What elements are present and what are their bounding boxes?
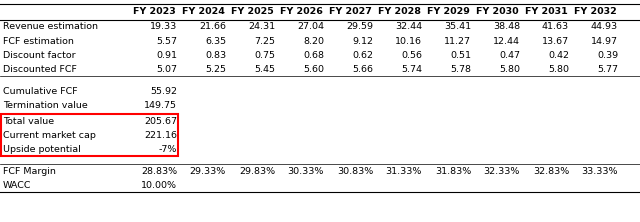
Text: FY 2026: FY 2026 <box>280 8 323 16</box>
Text: 149.75: 149.75 <box>144 101 177 109</box>
Text: 31.33%: 31.33% <box>386 166 422 176</box>
Text: 32.83%: 32.83% <box>532 166 569 176</box>
Text: 55.92: 55.92 <box>150 87 177 95</box>
Text: 8.20: 8.20 <box>303 36 324 46</box>
Text: Discounted FCF: Discounted FCF <box>3 65 77 73</box>
Text: 5.60: 5.60 <box>303 65 324 73</box>
Text: 0.51: 0.51 <box>450 50 471 59</box>
Text: FY 2028: FY 2028 <box>378 8 421 16</box>
Text: 29.83%: 29.83% <box>239 166 275 176</box>
Text: Cumulative FCF: Cumulative FCF <box>3 87 77 95</box>
Text: FCF estimation: FCF estimation <box>3 36 74 46</box>
Text: 29.59: 29.59 <box>346 22 373 32</box>
Text: Discount factor: Discount factor <box>3 50 76 59</box>
Text: FY 2024: FY 2024 <box>182 8 225 16</box>
Text: 0.56: 0.56 <box>401 50 422 59</box>
Text: 0.68: 0.68 <box>303 50 324 59</box>
Text: FY 2029: FY 2029 <box>427 8 470 16</box>
Text: 9.12: 9.12 <box>352 36 373 46</box>
Text: 5.66: 5.66 <box>352 65 373 73</box>
Text: 32.33%: 32.33% <box>484 166 520 176</box>
Text: 0.91: 0.91 <box>156 50 177 59</box>
Text: FY 2025: FY 2025 <box>231 8 274 16</box>
Text: Revenue estimation: Revenue estimation <box>3 22 98 32</box>
Text: 0.47: 0.47 <box>499 50 520 59</box>
Text: 44.93: 44.93 <box>591 22 618 32</box>
Text: 27.04: 27.04 <box>297 22 324 32</box>
Text: 21.66: 21.66 <box>199 22 226 32</box>
Text: 11.27: 11.27 <box>444 36 471 46</box>
Text: Total value: Total value <box>3 117 54 125</box>
Text: FCF Margin: FCF Margin <box>3 166 56 176</box>
Text: FY 2030: FY 2030 <box>476 8 519 16</box>
Text: 221.16: 221.16 <box>144 131 177 139</box>
Text: 0.75: 0.75 <box>254 50 275 59</box>
Text: 0.42: 0.42 <box>548 50 569 59</box>
Text: 30.33%: 30.33% <box>287 166 324 176</box>
Text: 5.78: 5.78 <box>450 65 471 73</box>
Bar <box>1 114 178 156</box>
Text: 0.39: 0.39 <box>597 50 618 59</box>
Text: 14.97: 14.97 <box>591 36 618 46</box>
Text: FY 2032: FY 2032 <box>574 8 617 16</box>
Text: 5.25: 5.25 <box>205 65 226 73</box>
Text: 29.33%: 29.33% <box>189 166 226 176</box>
Text: 32.44: 32.44 <box>395 22 422 32</box>
Text: FY 2023: FY 2023 <box>133 8 176 16</box>
Text: Termination value: Termination value <box>3 101 88 109</box>
Text: 41.63: 41.63 <box>542 22 569 32</box>
Text: Current market cap: Current market cap <box>3 131 96 139</box>
Text: Upside potential: Upside potential <box>3 145 81 153</box>
Text: -7%: -7% <box>159 145 177 153</box>
Text: 31.83%: 31.83% <box>435 166 471 176</box>
Text: 5.80: 5.80 <box>548 65 569 73</box>
Text: 12.44: 12.44 <box>493 36 520 46</box>
Text: 13.67: 13.67 <box>542 36 569 46</box>
Text: 10.00%: 10.00% <box>141 180 177 190</box>
Text: 6.35: 6.35 <box>205 36 226 46</box>
Text: 5.45: 5.45 <box>254 65 275 73</box>
Text: 10.16: 10.16 <box>395 36 422 46</box>
Text: 28.83%: 28.83% <box>141 166 177 176</box>
Text: 33.33%: 33.33% <box>582 166 618 176</box>
Text: 0.83: 0.83 <box>205 50 226 59</box>
Text: 24.31: 24.31 <box>248 22 275 32</box>
Text: 30.83%: 30.83% <box>337 166 373 176</box>
Text: 205.67: 205.67 <box>144 117 177 125</box>
Text: 5.57: 5.57 <box>156 36 177 46</box>
Text: FY 2031: FY 2031 <box>525 8 568 16</box>
Text: 5.74: 5.74 <box>401 65 422 73</box>
Text: 19.33: 19.33 <box>150 22 177 32</box>
Text: 35.41: 35.41 <box>444 22 471 32</box>
Text: 7.25: 7.25 <box>254 36 275 46</box>
Text: 5.07: 5.07 <box>156 65 177 73</box>
Text: 5.80: 5.80 <box>499 65 520 73</box>
Text: 5.77: 5.77 <box>597 65 618 73</box>
Text: 38.48: 38.48 <box>493 22 520 32</box>
Text: 0.62: 0.62 <box>352 50 373 59</box>
Text: WACC: WACC <box>3 180 31 190</box>
Text: FY 2027: FY 2027 <box>329 8 372 16</box>
